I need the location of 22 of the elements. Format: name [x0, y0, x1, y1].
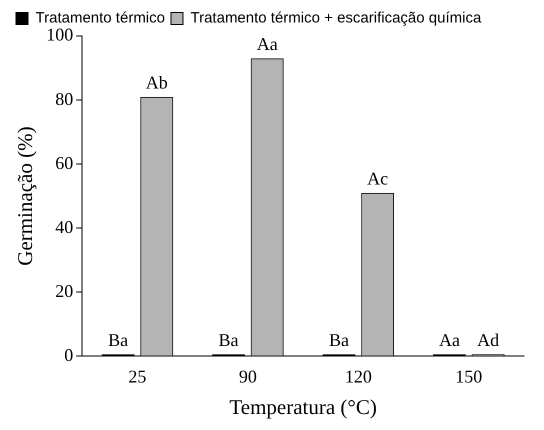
legend-label: Tratamento térmico [36, 10, 165, 27]
x-tick-label: 25 [128, 366, 146, 387]
y-tick-label: 60 [55, 152, 74, 173]
data-label: Ac [367, 168, 388, 189]
data-label: Ab [146, 72, 168, 93]
x-axis-title: Temperatura (°C) [229, 394, 377, 419]
x-tick-label: 120 [344, 366, 372, 387]
y-tick-label: 40 [55, 216, 74, 237]
legend-label: Tratamento térmico + escarificação química [190, 10, 482, 27]
x-tick-label: 150 [455, 366, 482, 387]
y-tick-label: 0 [64, 344, 74, 365]
data-label: Ba [328, 330, 349, 350]
y-tick-label: 20 [55, 280, 74, 301]
y-tick-label: 80 [55, 88, 74, 109]
data-label: Aa [256, 34, 278, 54]
data-label: Ba [218, 330, 239, 350]
data-label: Ad [477, 330, 500, 350]
x-tick-label: 90 [238, 366, 257, 387]
data-label: Aa [438, 330, 460, 350]
y-tick-label: 100 [46, 24, 74, 45]
y-axis-title: Germinação (%) [13, 126, 38, 266]
data-label: Ba [108, 330, 128, 350]
